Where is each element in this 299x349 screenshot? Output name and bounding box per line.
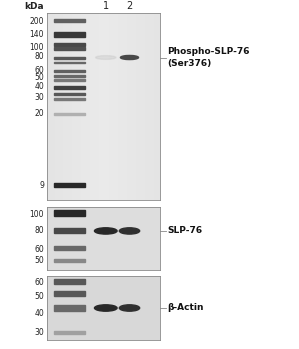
Text: 50: 50 xyxy=(34,73,44,82)
Bar xyxy=(54,291,86,297)
Ellipse shape xyxy=(96,55,116,59)
Text: 30: 30 xyxy=(34,92,44,102)
Text: 60: 60 xyxy=(34,278,44,287)
Text: 140: 140 xyxy=(30,30,44,39)
Text: 100: 100 xyxy=(30,210,44,219)
Bar xyxy=(54,43,86,46)
Bar xyxy=(54,279,86,284)
Ellipse shape xyxy=(94,305,117,311)
Bar xyxy=(54,331,86,334)
Text: 100: 100 xyxy=(30,43,44,52)
Bar xyxy=(54,305,86,311)
Text: 50: 50 xyxy=(34,292,44,301)
Bar xyxy=(54,62,86,64)
Ellipse shape xyxy=(119,305,140,311)
Text: 40: 40 xyxy=(34,309,44,318)
Text: 1: 1 xyxy=(103,1,109,11)
Text: 200: 200 xyxy=(30,17,44,26)
Text: kDa: kDa xyxy=(25,2,44,11)
Bar xyxy=(54,75,86,77)
Bar xyxy=(54,210,86,216)
Bar xyxy=(54,259,86,262)
Ellipse shape xyxy=(119,228,140,234)
Bar xyxy=(54,47,86,50)
Bar xyxy=(54,32,86,37)
Text: 40: 40 xyxy=(34,82,44,91)
Text: 30: 30 xyxy=(34,328,44,337)
Bar xyxy=(54,228,86,233)
Ellipse shape xyxy=(94,228,117,234)
Text: 9: 9 xyxy=(39,180,44,190)
Text: SLP-76: SLP-76 xyxy=(167,227,203,236)
Text: 60: 60 xyxy=(34,66,44,75)
Bar xyxy=(54,98,86,100)
Text: 50: 50 xyxy=(34,256,44,265)
Bar xyxy=(54,19,86,22)
Text: 20: 20 xyxy=(34,110,44,118)
Ellipse shape xyxy=(120,55,138,60)
Bar xyxy=(54,93,86,95)
Text: β-Actin: β-Actin xyxy=(167,304,204,312)
Bar xyxy=(54,57,86,59)
Text: 80: 80 xyxy=(34,52,44,61)
Text: 2: 2 xyxy=(126,1,133,11)
Bar xyxy=(54,70,86,72)
Text: Phospho-SLP-76
(Ser376): Phospho-SLP-76 (Ser376) xyxy=(167,47,250,68)
Text: 80: 80 xyxy=(34,227,44,236)
Bar xyxy=(54,246,86,250)
Text: 60: 60 xyxy=(34,245,44,254)
Bar xyxy=(54,113,86,115)
Bar xyxy=(54,80,86,81)
Bar xyxy=(54,183,86,187)
Bar xyxy=(54,87,86,89)
